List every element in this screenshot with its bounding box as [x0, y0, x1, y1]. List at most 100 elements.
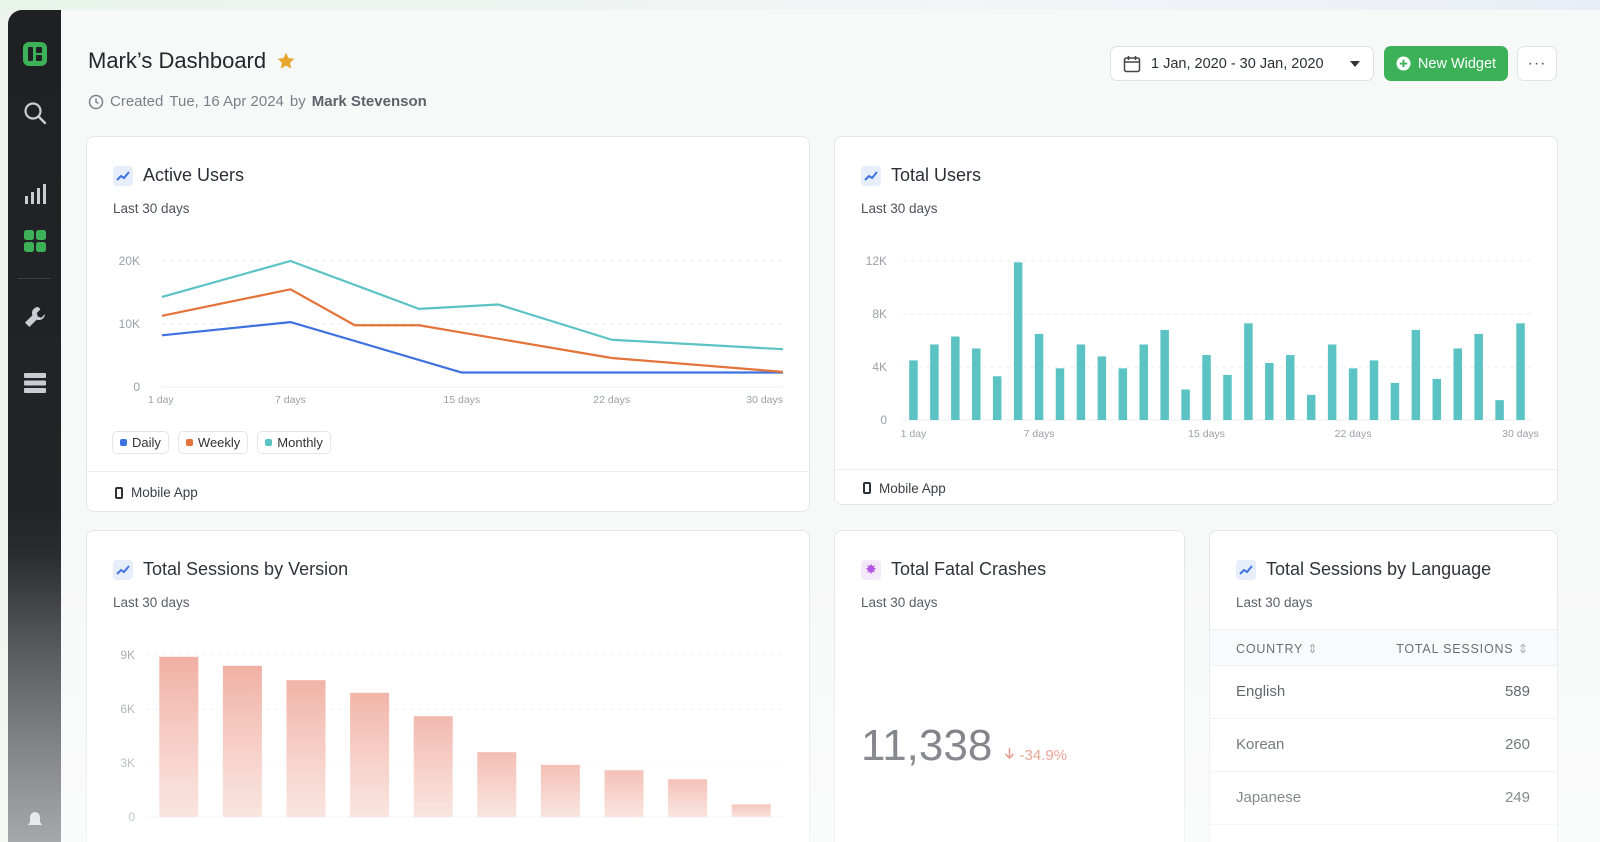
y-tick-label: 4K [872, 360, 887, 374]
legend-daily[interactable]: Daily [112, 431, 169, 454]
table-header: COUNTRY ⇕ TOTAL SESSIONS ⇕ [1210, 629, 1557, 666]
bar [1411, 329, 1421, 420]
bar [731, 804, 771, 817]
y-tick-label: 9K [120, 648, 135, 662]
arrow-down-icon [1005, 748, 1015, 760]
bar [1160, 329, 1169, 420]
bar [1013, 262, 1023, 420]
sessions-version-subtitle: Last 30 days [113, 595, 190, 610]
sessions-header-label: TOTAL SESSIONS [1396, 642, 1514, 656]
bar [159, 656, 199, 817]
x-tick-label: 1 day [148, 394, 174, 406]
legend-weekly[interactable]: Weekly [177, 431, 249, 454]
card-title: Total Users [861, 165, 981, 186]
sessions-version-bar-chart: 0 3K 6K 9K [120, 648, 783, 824]
x-tick-label: 7 days [275, 394, 306, 406]
trend-icon [1236, 559, 1256, 580]
y-tick-label: 20K [119, 254, 140, 268]
bar [1265, 363, 1274, 420]
active-users-subtitle: Last 30 days [113, 201, 190, 216]
card-title: Active Users [113, 165, 244, 186]
trend-icon [113, 559, 133, 580]
x-tick-label: 15 days [1188, 428, 1225, 440]
bar [1348, 368, 1358, 420]
date-range-picker[interactable]: 1 Jan, 2020 - 30 Jan, 2020 [1110, 46, 1374, 81]
row-sessions: 249 [1504, 789, 1530, 806]
trend-icon [861, 165, 881, 186]
logo-icon[interactable] [8, 40, 61, 68]
more-label: ··· [1527, 54, 1547, 72]
active-users-title: Active Users [143, 165, 245, 185]
y-tick-label: 0 [880, 413, 887, 427]
bar [1055, 368, 1065, 420]
favorite-star-icon[interactable] [276, 51, 296, 71]
y-tick-label: 10K [119, 317, 140, 331]
bar [1034, 333, 1044, 420]
search-icon[interactable] [8, 100, 61, 126]
row-sessions: 589 [1504, 683, 1530, 700]
sidebar-divider [18, 278, 51, 279]
bar [1327, 344, 1337, 420]
sort-icon: ⇕ [1517, 642, 1529, 656]
bar [1118, 368, 1128, 420]
bar [477, 752, 517, 817]
card-footer: Mobile App [87, 471, 809, 511]
total-users-subtitle: Last 30 days [861, 201, 938, 216]
fatal-crashes-metric: 11,338 -34.9% [861, 721, 1067, 771]
bar [1223, 374, 1232, 420]
daily-swatch [120, 439, 127, 446]
table-row[interactable]: English 589 [1210, 666, 1557, 719]
total-users-bar-chart: 0 4K 8K 12K 1 day 7 days 15 days 22 days 30 days [866, 254, 1539, 440]
column-header-country[interactable]: COUNTRY ⇕ [1236, 641, 1319, 656]
bar [1495, 400, 1504, 420]
chart-legend: Daily Weekly Monthly [112, 431, 331, 454]
legend-monthly[interactable]: Monthly [257, 431, 331, 454]
phone-icon [863, 482, 871, 494]
column-header-sessions[interactable]: TOTAL SESSIONS ⇕ [1396, 641, 1529, 656]
fatal-crashes-value: 11,338 [861, 721, 993, 770]
dashboard-title: Mark’s Dashboard [88, 48, 267, 73]
x-tick-label: 7 days [1024, 428, 1055, 440]
created-by: by [289, 93, 306, 110]
table-row[interactable]: Japanese 249 [1210, 772, 1557, 825]
monthly-swatch [265, 439, 273, 446]
created-date: Tue, 16 Apr 2024 [169, 93, 284, 110]
sessions-language-card: Total Sessions by Language Last 30 days … [1209, 530, 1558, 842]
top-strip [0, 0, 1600, 10]
more-options-button[interactable]: ··· [1517, 46, 1557, 81]
x-tick-label: 30 days [746, 394, 783, 406]
bar [992, 376, 1002, 420]
bar [1474, 333, 1483, 420]
bar [1453, 348, 1462, 420]
sessions-version-title: Total Sessions by Version [143, 559, 349, 579]
series-line-monthly [161, 259, 784, 351]
author-name[interactable]: Mark Stevenson [311, 93, 427, 110]
sessions-version-card: Total Sessions by Version Last 30 days 0… [86, 530, 810, 842]
bell-icon[interactable] [8, 810, 61, 830]
sessions-language-subtitle: Last 30 days [1236, 595, 1313, 610]
active-users-footer: Mobile App [131, 485, 198, 500]
card-footer: Mobile App [835, 469, 1557, 504]
bar-chart-icon[interactable] [8, 182, 61, 206]
bar [1181, 389, 1190, 420]
y-tick-label: 0 [128, 810, 135, 824]
bar [972, 348, 981, 420]
grid-icon[interactable] [8, 229, 61, 253]
calendar-icon [1123, 55, 1141, 72]
bar [1286, 355, 1295, 420]
wrench-icon[interactable] [8, 305, 61, 329]
x-tick-label: 15 days [443, 394, 480, 406]
new-widget-button[interactable]: New Widget [1384, 46, 1508, 81]
bar [668, 779, 708, 817]
table-row[interactable]: Korean 260 [1210, 719, 1557, 772]
bar [222, 665, 262, 817]
card-title: ✸ Total Fatal Crashes [861, 559, 1046, 580]
bar [286, 680, 326, 817]
x-tick-label: 30 days [1502, 428, 1539, 440]
database-icon[interactable] [8, 372, 61, 394]
fatal-crashes-card: ✸ Total Fatal Crashes Last 30 days 11,33… [834, 530, 1185, 842]
bar [350, 692, 390, 817]
bar [1369, 360, 1379, 420]
y-tick-label: 3K [120, 756, 135, 770]
clock-icon [88, 94, 104, 109]
